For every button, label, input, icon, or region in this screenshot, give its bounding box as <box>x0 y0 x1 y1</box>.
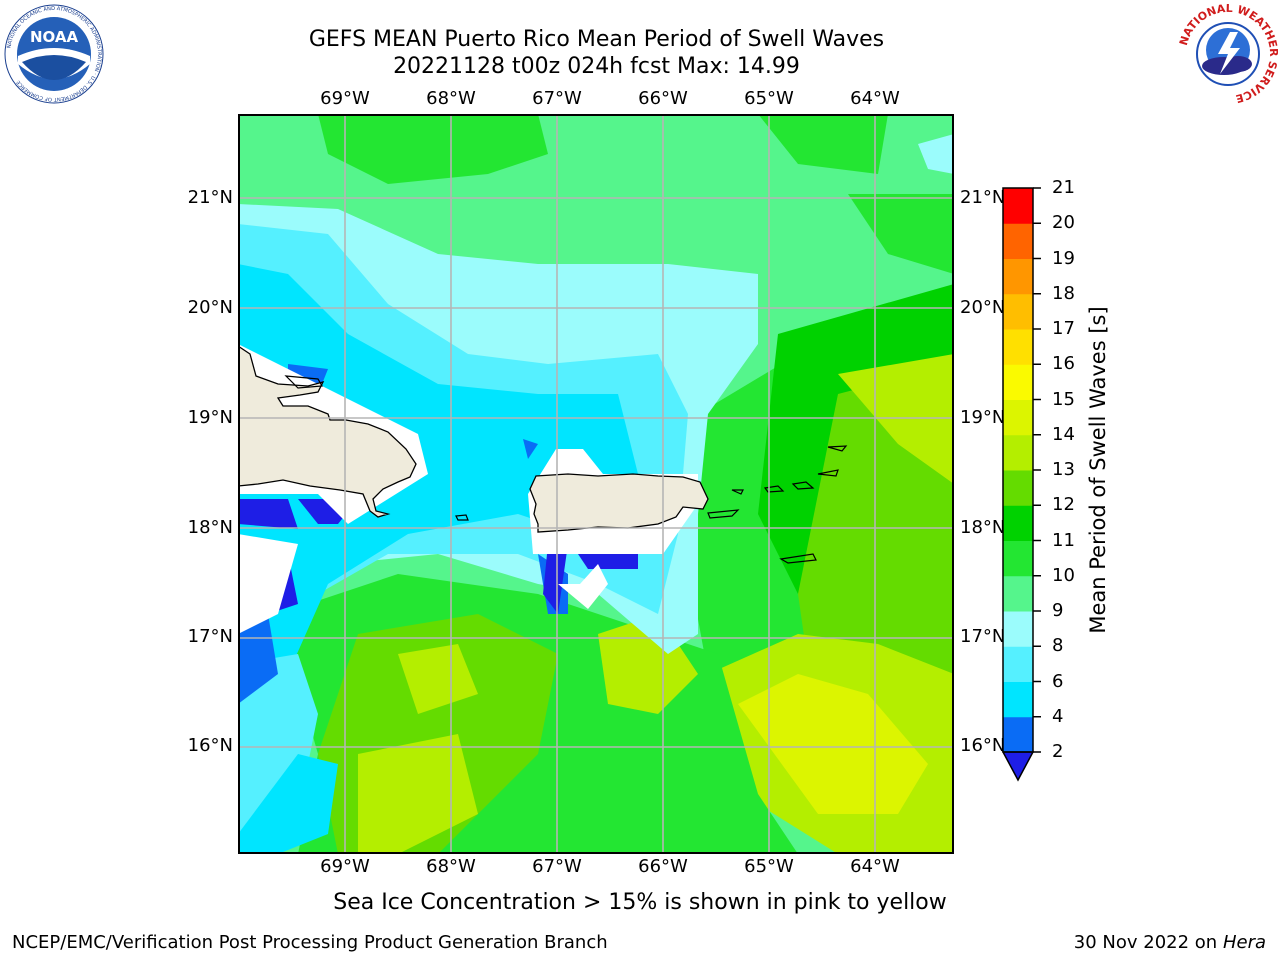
contour-2-4 <box>238 614 278 704</box>
contour-4-6 <box>238 754 338 854</box>
colorbar-segment <box>1003 611 1033 647</box>
contour-13-14 <box>358 734 478 854</box>
colorbar-label: Mean Period of Swell Waves [s] <box>1086 306 1110 634</box>
lat-label-right: 18°N <box>960 517 1006 538</box>
noaa-logo: NATIONAL OCEANIC AND ATMOSPHERIC ADMINIS… <box>4 4 104 104</box>
colorbar-segment <box>1003 681 1033 718</box>
colorbar-tick-label: 2 <box>1052 741 1064 762</box>
footer-date: 30 Nov 2022 on Hera <box>1074 932 1266 953</box>
lat-label-left: 21°N <box>187 187 233 208</box>
colorbar-tick-label: 15 <box>1052 388 1075 410</box>
colorbar-segment <box>1003 329 1033 365</box>
colorbar <box>1001 187 1041 782</box>
colorbar-tick-label: 8 <box>1052 635 1064 657</box>
lon-label-top: 68°W <box>426 88 476 109</box>
lon-label-bottom: 68°W <box>426 856 476 877</box>
lon-label-bottom: 66°W <box>638 856 688 877</box>
contour-13-14 <box>398 644 478 714</box>
st-croix-island <box>779 553 817 564</box>
lat-label-right: 21°N <box>960 187 1006 208</box>
colorbar-segment <box>1003 293 1033 330</box>
lon-label-top: 67°W <box>532 88 582 109</box>
colorbar-under-triangle <box>1001 751 1035 782</box>
lat-label-right: 20°N <box>960 297 1006 318</box>
contour-below-2 <box>543 544 568 614</box>
lat-label-left: 19°N <box>187 407 233 428</box>
swell-period-map <box>238 114 954 854</box>
footer-branch: NCEP/EMC/Verification Post Processing Pr… <box>12 932 608 953</box>
lon-label-top: 64°W <box>850 88 900 109</box>
lat-label-right: 19°N <box>960 407 1006 428</box>
mona-island <box>455 514 469 521</box>
lon-label-bottom: 64°W <box>850 856 900 877</box>
st-john-island <box>791 481 815 490</box>
colorbar-tick-label: 21 <box>1052 177 1075 198</box>
lon-label-top: 65°W <box>744 88 794 109</box>
lon-label-bottom: 67°W <box>532 856 582 877</box>
colorbar-segment <box>1003 399 1033 436</box>
footer-host: Hera <box>1222 932 1266 953</box>
colorbar-tick-label: 12 <box>1052 494 1075 516</box>
contour-below-2 <box>578 554 638 569</box>
colorbar-tick-label: 19 <box>1052 247 1075 269</box>
map-subtitle: 20221128 t00z 024h fcst Max: 14.99 <box>393 54 800 79</box>
contour-8-9 <box>918 134 954 174</box>
lat-label-right: 16°N <box>960 735 1006 756</box>
lat-label-left: 17°N <box>187 626 233 647</box>
masked-area <box>238 534 298 634</box>
lon-label-bottom: 65°W <box>744 856 794 877</box>
nws-logo: NATIONAL WEATHER SERVICE <box>1178 4 1278 104</box>
lat-label-left: 16°N <box>187 735 233 756</box>
colorbar-tick-label: 14 <box>1052 423 1075 445</box>
colorbar-tick-label: 20 <box>1052 212 1075 234</box>
colorbar-tick-label: 9 <box>1052 600 1064 621</box>
colorbar-segment <box>1003 188 1033 224</box>
colorbar-tick-label: 13 <box>1052 459 1075 480</box>
lat-label-right: 17°N <box>960 626 1006 647</box>
contour-2-4 <box>523 439 538 459</box>
colorbar-tick-label: 10 <box>1052 564 1075 586</box>
graticule <box>238 114 954 854</box>
colorbar-segment <box>1003 258 1033 295</box>
colorbar-segment <box>1003 716 1033 753</box>
contour-10-11 <box>758 114 888 174</box>
colorbar-segment <box>1003 434 1033 471</box>
colorbar-segment <box>1003 505 1033 541</box>
colorbar-segment <box>1003 646 1033 682</box>
colorbar-segment <box>1003 470 1033 506</box>
colorbar-segment <box>1003 575 1033 612</box>
culebra-island <box>731 489 744 495</box>
lon-label-top: 69°W <box>320 88 370 109</box>
st-thomas-island <box>763 485 785 493</box>
vieques-island <box>707 509 740 519</box>
lat-label-left: 18°N <box>187 517 233 538</box>
contour-4-6 <box>238 264 638 754</box>
colorbar-segment <box>1003 364 1033 400</box>
colorbar-tick-label: 16 <box>1052 353 1075 375</box>
colorbar-segment <box>1003 223 1033 259</box>
masked-area <box>558 564 608 609</box>
anegada-island <box>827 445 848 452</box>
map-title: GEFS MEAN Puerto Rico Mean Period of Swe… <box>308 27 885 52</box>
colorbar-tick-label: 17 <box>1052 318 1075 339</box>
sea-ice-caption-text: Sea Ice Concentration > 15% is shown in … <box>333 890 947 915</box>
contour-14-15 <box>738 674 928 814</box>
sea-ice-caption: Sea Ice Concentration > 15% is shown in … <box>0 890 1280 915</box>
lon-label-top: 66°W <box>638 88 688 109</box>
colorbar-segment <box>1003 540 1033 577</box>
contour-13-14 <box>838 354 954 484</box>
contour-10-11 <box>318 114 548 184</box>
noaa-logo-text: NOAA <box>30 28 79 46</box>
colorbar-tick-label: 6 <box>1052 670 1064 692</box>
lat-label-left: 20°N <box>187 297 233 318</box>
lon-label-bottom: 69°W <box>320 856 370 877</box>
colorbar-tick-label: 4 <box>1052 705 1064 727</box>
footer-date-text: 30 Nov 2022 on <box>1073 932 1218 953</box>
colorbar-tick-label: 18 <box>1052 282 1075 304</box>
island-outline <box>284 375 323 389</box>
colorbar-tick-label: 11 <box>1052 529 1075 551</box>
contour-below-2 <box>238 499 298 529</box>
tortola-island <box>817 469 839 477</box>
map-border <box>238 114 954 854</box>
